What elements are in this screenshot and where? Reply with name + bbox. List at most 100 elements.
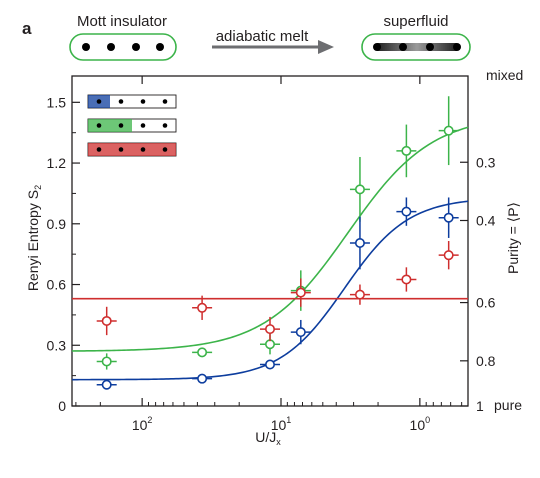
legend-site-red-2 (118, 147, 124, 152)
mott-site-4 (156, 43, 164, 51)
legend-site-green-2 (118, 123, 124, 128)
red-marker-3 (264, 324, 275, 335)
mott-site-3 (132, 43, 140, 51)
legend-site-red-1 (96, 147, 102, 152)
legend-site-red-3 (140, 147, 146, 152)
header-schematic: Mott insulator adiabatic melt superfluid (69, 13, 471, 61)
red-marker-7 (443, 250, 454, 261)
x-tick-label-1: 102 (132, 415, 153, 433)
green-marker-2 (197, 347, 208, 358)
y-tick-label-2: 0.3 (47, 337, 67, 353)
red-point-3 (260, 316, 280, 342)
green-marker-7 (443, 125, 454, 136)
legend-entry-blue (87, 94, 177, 109)
y-tick-label-6: 1.5 (47, 94, 67, 110)
blue-marker-7 (443, 212, 454, 223)
melt-arrow-head (318, 40, 334, 54)
red-marker-1 (101, 315, 112, 326)
superfluid-site-4 (453, 43, 461, 51)
legend-fill-green (88, 119, 132, 132)
y2-tick-label-4: 0.4 (476, 212, 496, 228)
blue-point-1 (96, 379, 117, 390)
legend (87, 94, 177, 157)
x-tick-label-3: 100 (410, 415, 431, 433)
x-axis: 102 101 100 (75, 76, 463, 433)
x-tick-label-base-3: 10 (410, 417, 426, 433)
green-marker-1 (101, 356, 112, 367)
green-marker-6 (401, 145, 412, 156)
legend-site-green-3 (140, 123, 146, 128)
green-marker-3 (264, 339, 275, 350)
green-point-5 (349, 156, 370, 222)
legend-fill-red (88, 143, 176, 156)
blue-point-2 (192, 373, 213, 384)
blue-point-4 (290, 319, 311, 345)
green-point-1 (96, 353, 117, 370)
blue-marker-1 (101, 379, 112, 390)
mott-site-1 (82, 43, 90, 51)
superfluid-site-1 (373, 43, 381, 51)
superfluid-label: superfluid (383, 13, 448, 30)
legend-entry-red (87, 142, 177, 157)
mott-insulator-chain (69, 33, 177, 61)
blue-marker-2 (197, 373, 208, 384)
pure-label: pure (494, 397, 522, 413)
blue-point-3 (260, 359, 280, 370)
x-axis-label: U/Jx (255, 429, 281, 447)
y2-tick-label-1: 1 (476, 398, 484, 414)
legend-entry-green (87, 118, 177, 133)
red-marker-6 (401, 274, 412, 285)
mott-site-2 (107, 43, 115, 51)
red-marker-5 (354, 289, 365, 300)
y-axis-left: 0 0.3 0.6 0.9 1.2 1.5 (47, 94, 80, 414)
y-axis-right: 1 0.8 0.6 0.4 0.3 (460, 154, 496, 414)
green-point-7 (438, 96, 459, 166)
legend-site-blue-1 (96, 99, 102, 104)
x-axis-label-subscript: x (276, 437, 281, 447)
y2-tick-label-3: 0.6 (476, 295, 496, 311)
panel-label: a (22, 19, 32, 38)
superfluid-site-2 (399, 43, 407, 51)
y2-tick-label-2: 0.8 (476, 353, 496, 369)
blue-marker-4 (295, 327, 306, 338)
blue-point-6 (396, 197, 417, 226)
x-tick-label-base-1: 10 (132, 417, 148, 433)
mott-insulator-label: Mott insulator (77, 13, 167, 30)
red-marker-4 (295, 287, 306, 298)
red-marker-2 (197, 302, 208, 313)
plot-frame (71, 75, 469, 407)
x-tick-label-exp-1: 2 (147, 415, 152, 425)
green-point-6 (396, 124, 417, 178)
superfluid-smear (377, 43, 457, 51)
y-tick-label-5: 1.2 (47, 155, 67, 171)
legend-site-green-1 (96, 123, 102, 128)
x-tick-label-exp-3: 0 (425, 415, 430, 425)
red-point-7 (438, 241, 459, 270)
red-point-5 (349, 284, 370, 305)
green-marker-5 (354, 184, 365, 195)
y2-axis-label: Purity = ⟨P⟩ (505, 202, 521, 274)
superfluid-site-3 (426, 43, 434, 51)
legend-site-blue-4 (162, 99, 168, 104)
y2-tick-label-5: 0.3 (476, 154, 496, 170)
legend-site-blue-3 (140, 99, 146, 104)
y-tick-label-1: 0 (58, 398, 66, 414)
y-tick-label-3: 0.6 (47, 277, 67, 293)
green-point-2 (192, 347, 213, 358)
legend-site-green-4 (162, 123, 168, 128)
red-point-2 (192, 295, 213, 320)
y-axis-label: Renyi Entropy S2 (25, 185, 43, 291)
red-point-6 (396, 267, 417, 292)
x-tick-label-exp-2: 1 (286, 415, 291, 425)
y-tick-label-4: 0.9 (47, 216, 67, 232)
blue-marker-5 (354, 238, 365, 249)
blue-marker-3 (264, 359, 275, 370)
legend-site-blue-2 (118, 99, 124, 104)
blue-point-7 (438, 197, 459, 238)
data-points (96, 96, 459, 390)
blue-marker-6 (401, 206, 412, 217)
red-point-1 (96, 306, 117, 336)
x-tick-label-base-2: 10 (271, 417, 287, 433)
x-tick-label-2: 101 (271, 415, 292, 433)
